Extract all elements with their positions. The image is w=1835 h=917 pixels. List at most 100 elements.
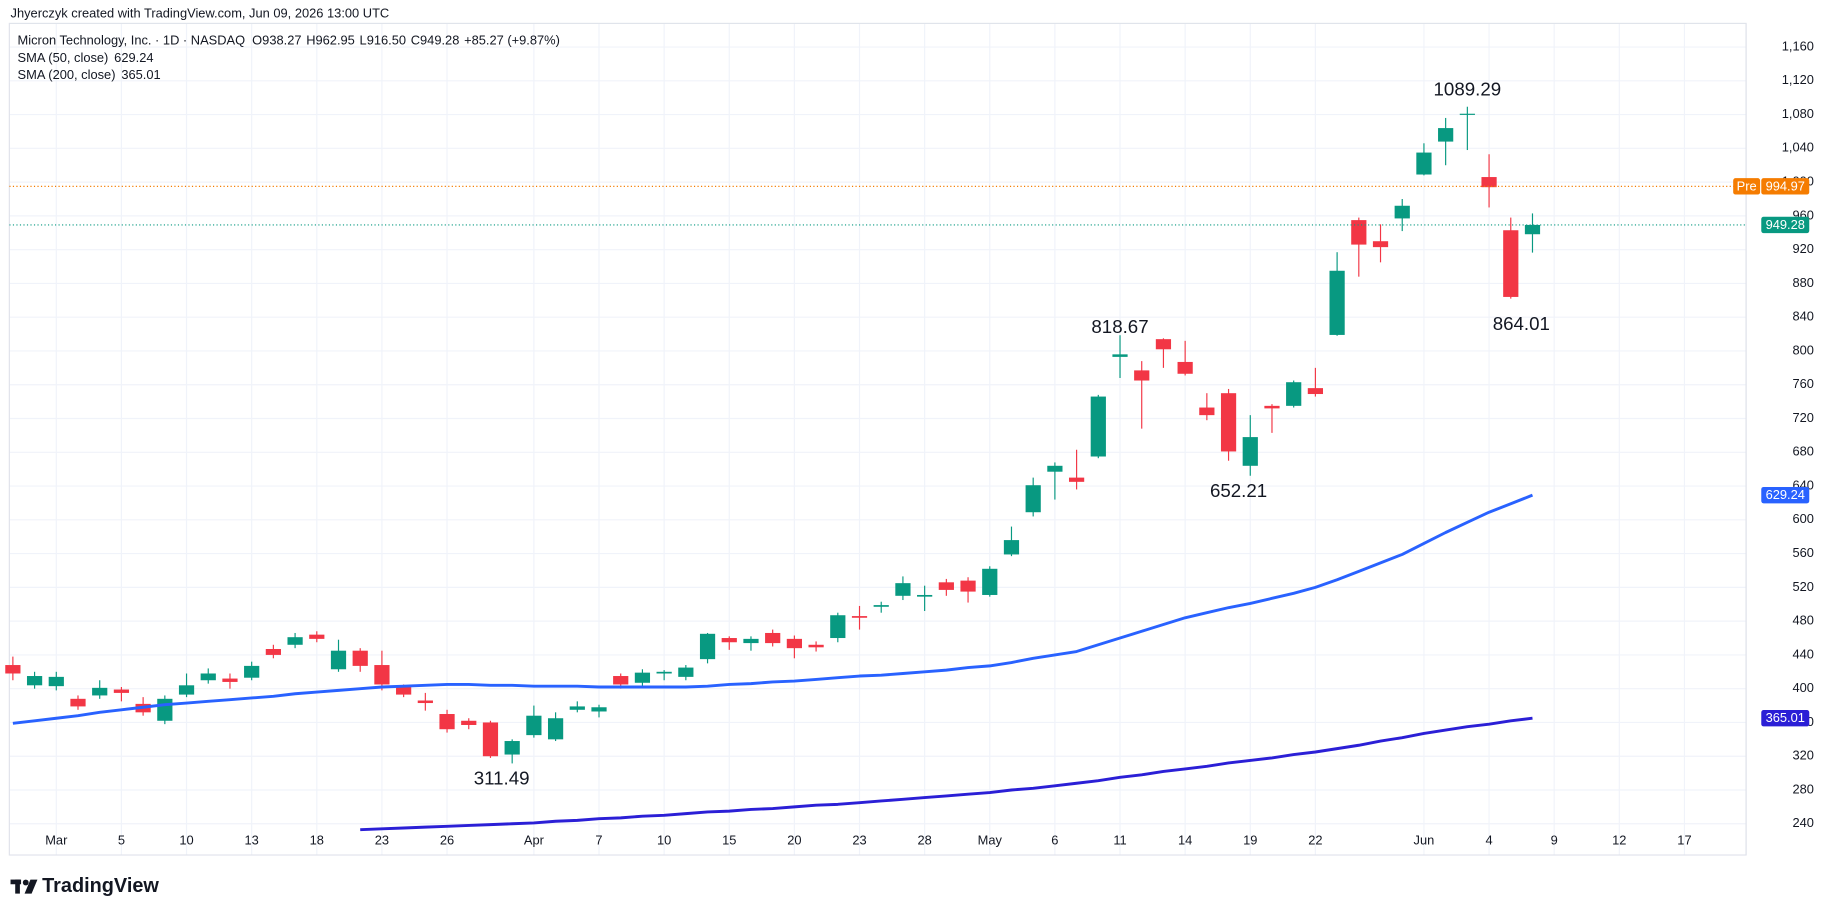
legend-series-value: 365.01 (121, 67, 160, 82)
price-badge (1761, 710, 1810, 727)
pre-badge-label: Pre (1737, 178, 1757, 193)
y-tick-label: 560 (1792, 545, 1813, 560)
legend-series-name: SMA (50, close) (18, 50, 109, 65)
y-tick-label: 600 (1792, 511, 1813, 526)
candle-body (200, 673, 216, 681)
candle-body (547, 718, 564, 740)
candle-body (1242, 437, 1258, 466)
x-tick-label: 9 (1551, 832, 1558, 847)
x-tick-label: 6 (1051, 832, 1058, 847)
candle-body (1459, 113, 1475, 115)
x-tick-label: 7 (595, 832, 602, 847)
candle-body (613, 676, 629, 685)
y-tick-label: 1,040 (1782, 140, 1814, 155)
candle-body (1372, 241, 1389, 248)
candle-body (1286, 382, 1302, 406)
legend-value: 916.50 (367, 32, 406, 47)
candle-body (1481, 177, 1497, 188)
y-tick-label: 1,160 (1782, 38, 1814, 53)
price-badge-label: 629.24 (1766, 487, 1805, 502)
y-tick-label: 720 (1792, 410, 1813, 425)
candle-body (1177, 361, 1193, 374)
price-badge-label: 994.97 (1766, 178, 1805, 193)
x-tick-label: 15 (722, 832, 736, 847)
y-tick-label: 680 (1792, 444, 1813, 459)
candle-body (851, 616, 868, 618)
legend-key: L (360, 32, 367, 47)
candle-body (461, 720, 477, 725)
x-tick-label: 17 (1677, 832, 1691, 847)
candle-body (1090, 396, 1106, 457)
y-tick-label: 1,120 (1782, 72, 1814, 87)
x-tick-label: 13 (245, 832, 259, 847)
candle-body (634, 672, 651, 683)
y-tick-label: 520 (1792, 579, 1813, 594)
legend-key: H (306, 32, 315, 47)
candle-body (439, 714, 455, 730)
candle-body (1068, 477, 1085, 482)
y-tick-label: 240 (1792, 815, 1813, 830)
candle-body (1524, 224, 1541, 235)
annotation: 864.01 (1493, 313, 1550, 334)
candle-body (287, 637, 303, 645)
legend-series-name: SMA (200, close) (18, 67, 116, 82)
candle-body (960, 580, 976, 592)
candle-body (1025, 485, 1041, 513)
price-badge-label: 365.01 (1766, 710, 1805, 725)
logo-part (22, 879, 29, 886)
price-badge (1761, 178, 1810, 195)
candle-body (70, 698, 86, 707)
legend-change: +85.27 (+9.87%) (464, 32, 560, 47)
y-tick-label: 280 (1792, 781, 1813, 796)
price-badge (1761, 486, 1810, 504)
overlay: 2402803203604004404805205606006406807207… (18, 32, 1814, 847)
indicator-lines (9, 185, 1747, 832)
candle-body (1220, 393, 1237, 452)
x-tick-label: Jun (1414, 832, 1435, 847)
y-tick-label: 800 (1792, 342, 1813, 357)
candle-body (656, 671, 672, 674)
candle-body (265, 649, 281, 655)
y-tick-label: 840 (1792, 309, 1813, 324)
annotation: 818.67 (1091, 316, 1148, 337)
candle-body (1264, 405, 1280, 409)
x-tick-label: 20 (787, 832, 801, 847)
candle-body (1394, 205, 1410, 219)
candle-body (721, 638, 737, 643)
y-tick-label: 880 (1792, 275, 1813, 290)
candle-body (157, 698, 173, 721)
candle-body (938, 582, 954, 590)
sma-line (360, 716, 1533, 832)
x-tick-label: Mar (45, 832, 68, 847)
brand-logo (10, 879, 38, 894)
candle-body (895, 583, 911, 596)
candle-body (352, 650, 368, 666)
candle-body (396, 686, 412, 695)
y-tick-label: 320 (1792, 748, 1813, 763)
candle-body (1438, 128, 1454, 142)
y-tick-label: 480 (1792, 613, 1813, 628)
legend-key: O (252, 32, 262, 47)
legend-value: 938.27 (262, 32, 301, 47)
candle-body (92, 687, 108, 696)
candle-body (591, 707, 607, 712)
logo-part (15, 879, 20, 894)
candle-body (309, 634, 325, 639)
x-tick-label: Apr (524, 832, 545, 847)
legend-value: 962.95 (316, 32, 355, 47)
candle-body (982, 568, 998, 595)
x-tick-label: 28 (917, 832, 931, 847)
candle-body (26, 676, 43, 686)
candle-body (873, 605, 889, 607)
candle-body (1112, 354, 1128, 357)
logo-part (24, 879, 38, 894)
candle-body (374, 665, 390, 685)
x-tick-label: 23 (852, 832, 866, 847)
candle-body (222, 678, 238, 682)
candle-body (699, 633, 716, 660)
candle-body (526, 715, 542, 736)
candle-body (1003, 540, 1020, 555)
